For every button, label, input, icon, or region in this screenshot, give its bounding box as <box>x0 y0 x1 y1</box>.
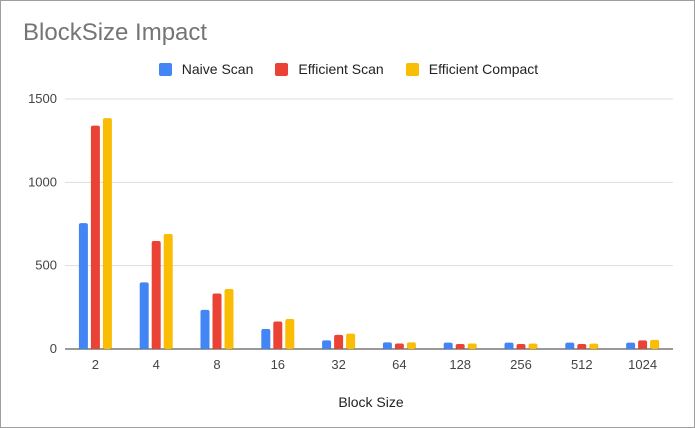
bar-efficient-scan-64[interactable] <box>394 343 404 350</box>
y-tick-label: 0 <box>50 341 57 356</box>
legend: Naive Scan Efficient Scan Efficient Comp… <box>1 61 695 77</box>
bar-efficient-scan-256[interactable] <box>516 344 526 349</box>
bar-naive-scan-8[interactable] <box>200 309 210 349</box>
bar-efficient-compact-256[interactable] <box>528 343 538 349</box>
y-tick-label: 1500 <box>28 91 57 106</box>
x-tick-label: 2 <box>92 357 99 372</box>
bar-naive-scan-32[interactable] <box>322 340 332 349</box>
y-tick-label: 500 <box>35 258 57 273</box>
legend-swatch-naive-scan <box>158 62 172 76</box>
bar-naive-scan-2[interactable] <box>78 223 88 349</box>
bar-efficient-scan-1024[interactable] <box>638 340 648 349</box>
legend-label-efficient-scan: Efficient Scan <box>298 61 384 77</box>
bar-naive-scan-128[interactable] <box>443 342 453 349</box>
bar-efficient-scan-16[interactable] <box>273 321 283 350</box>
bar-naive-scan-256[interactable] <box>504 342 514 349</box>
bar-efficient-scan-32[interactable] <box>334 334 344 349</box>
bar-efficient-compact-128[interactable] <box>467 343 477 350</box>
bars <box>78 118 660 350</box>
x-tick-label: 16 <box>271 357 285 372</box>
x-tick-label: 1024 <box>628 357 657 372</box>
bar-naive-scan-512[interactable] <box>565 342 575 349</box>
bar-efficient-scan-4[interactable] <box>151 241 161 349</box>
x-tick-label: 512 <box>571 357 593 372</box>
tick-labels: 0 500 1000 1500 2 4 8 16 32 64 128 256 512 1024 <box>28 91 657 372</box>
bar-efficient-scan-2[interactable] <box>90 125 100 350</box>
bar-efficient-compact-8[interactable] <box>224 289 234 349</box>
legend-item-naive-scan[interactable]: Naive Scan <box>158 61 254 77</box>
bar-naive-scan-1024[interactable] <box>626 342 636 349</box>
bar-efficient-compact-2[interactable] <box>102 118 112 350</box>
bar-efficient-compact-1024[interactable] <box>650 339 660 349</box>
bar-efficient-compact-32[interactable] <box>346 333 356 349</box>
legend-item-efficient-scan[interactable]: Efficient Scan <box>275 61 384 77</box>
chart-title: BlockSize Impact <box>23 19 208 46</box>
bar-naive-scan-64[interactable] <box>382 342 392 349</box>
bar-naive-scan-4[interactable] <box>139 282 149 349</box>
x-tick-label: 128 <box>449 357 471 372</box>
bar-efficient-scan-512[interactable] <box>577 344 587 349</box>
x-tick-label: 4 <box>153 357 160 372</box>
x-tick-label: 64 <box>392 357 406 372</box>
legend-swatch-efficient-compact <box>405 62 419 76</box>
bar-naive-scan-16[interactable] <box>261 329 271 349</box>
x-tick-label: 32 <box>331 357 345 372</box>
y-tick-label: 1000 <box>28 174 57 189</box>
x-tick-label: 8 <box>213 357 220 372</box>
bar-efficient-compact-64[interactable] <box>406 342 416 349</box>
legend-label-naive-scan: Naive Scan <box>181 61 254 77</box>
bar-efficient-scan-128[interactable] <box>455 344 465 349</box>
bar-efficient-scan-8[interactable] <box>212 293 222 350</box>
bar-efficient-compact-512[interactable] <box>589 343 599 349</box>
legend-label-efficient-compact: Efficient Compact <box>428 61 539 77</box>
x-axis-title: Block Size <box>338 394 404 410</box>
legend-swatch-efficient-scan <box>275 62 289 76</box>
x-tick-label: 256 <box>510 357 532 372</box>
legend-item-efficient-compact[interactable]: Efficient Compact <box>405 61 539 77</box>
bar-efficient-compact-16[interactable] <box>285 319 295 349</box>
bar-efficient-compact-4[interactable] <box>163 234 173 349</box>
